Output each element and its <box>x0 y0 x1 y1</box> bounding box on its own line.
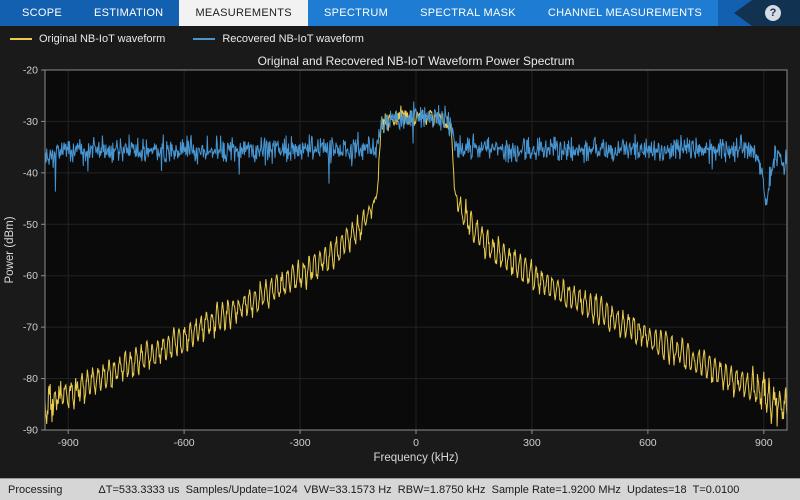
svg-text:-30: -30 <box>23 116 38 128</box>
toolbar-filler <box>718 0 734 26</box>
svg-text:-600: -600 <box>174 437 195 449</box>
status-info: ΔT=533.3333 us Samples/Update=1024 VBW=3… <box>98 483 740 496</box>
legend-swatch-original <box>10 38 32 40</box>
chart-title: Original and Recovered NB-IoT Waveform P… <box>257 54 575 68</box>
tab-measurements[interactable]: MEASUREMENTS <box>179 0 308 26</box>
svg-text:0: 0 <box>413 437 419 449</box>
y-axis-ticks: -20 -30 -40 -50 -60 -70 -80 -90 <box>23 65 45 437</box>
status-bar: Processing ΔT=533.3333 us Samples/Update… <box>0 478 800 500</box>
trace-recovered-waveform <box>44 101 788 206</box>
tab-scope[interactable]: SCOPE <box>22 7 63 19</box>
traces <box>44 101 788 427</box>
legend: Original NB-IoT waveform Recovered NB-Io… <box>10 33 364 45</box>
help-area: ? <box>734 0 800 26</box>
y-axis-label: Power (dBm) <box>4 216 16 283</box>
contextual-tab-group: SPECTRUM SPECTRAL MASK CHANNEL MEASUREME… <box>307 0 718 26</box>
svg-text:-50: -50 <box>23 219 38 231</box>
help-icon[interactable]: ? <box>765 5 781 21</box>
toolbar: SCOPE ESTIMATION MEASUREMENTS SPECTRUM S… <box>0 0 800 26</box>
svg-text:-80: -80 <box>23 373 38 385</box>
svg-text:-900: -900 <box>58 437 79 449</box>
figure-area: Original NB-IoT waveform Recovered NB-Io… <box>0 26 800 478</box>
tab-channel-measurements[interactable]: CHANNEL MEASUREMENTS <box>547 7 702 19</box>
tab-estimation[interactable]: ESTIMATION <box>94 7 164 19</box>
legend-label-recovered: Recovered NB-IoT waveform <box>222 33 364 45</box>
svg-text:900: 900 <box>755 437 773 449</box>
x-axis-label: Frequency (kHz) <box>374 452 459 464</box>
trace-original-waveform <box>44 105 788 427</box>
svg-text:-70: -70 <box>23 322 38 334</box>
legend-item-original[interactable]: Original NB-IoT waveform <box>10 33 165 45</box>
status-state: Processing <box>8 483 63 496</box>
spectrum-plot[interactable]: -900 -600 -300 0 300 600 900 -20 -30 -40 -50 -60 -70… <box>0 26 800 478</box>
x-axis-ticks: -900 -600 -300 0 300 600 900 <box>58 430 773 449</box>
legend-label-original: Original NB-IoT waveform <box>39 33 166 45</box>
svg-text:-40: -40 <box>23 167 38 179</box>
svg-text:-20: -20 <box>23 65 38 77</box>
tab-spectral-mask[interactable]: SPECTRAL MASK <box>420 7 516 19</box>
legend-swatch-recovered <box>193 38 216 40</box>
svg-text:-300: -300 <box>290 437 311 449</box>
svg-text:-60: -60 <box>23 270 38 282</box>
tab-spectrum[interactable]: SPECTRUM <box>323 7 389 19</box>
svg-text:600: 600 <box>639 437 657 449</box>
svg-text:-90: -90 <box>23 425 38 437</box>
legend-item-recovered[interactable]: Recovered NB-IoT waveform <box>193 33 364 45</box>
svg-text:300: 300 <box>523 437 541 449</box>
